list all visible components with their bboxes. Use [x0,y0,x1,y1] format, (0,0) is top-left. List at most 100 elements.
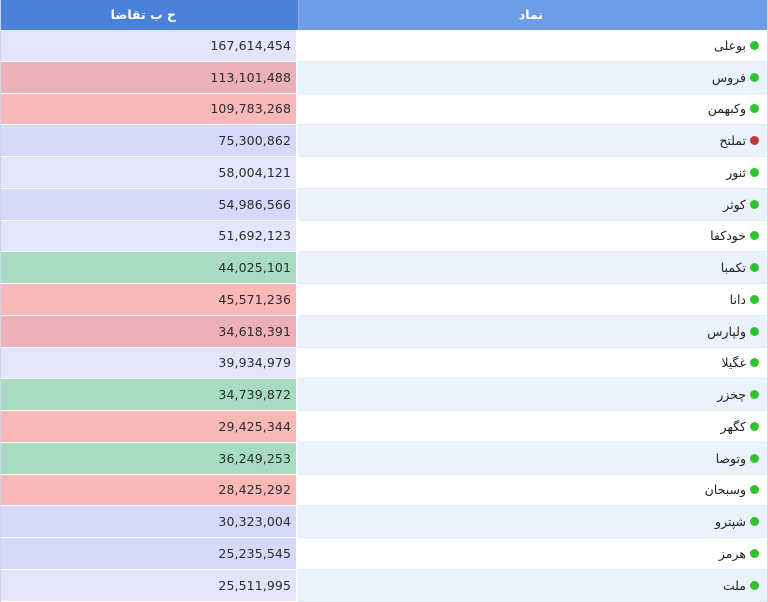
symbol-cell[interactable]: بوعلی [298,30,767,62]
bid-volume-cell: 109,783,268 [1,93,298,126]
symbol-group: وکبهمن [708,101,759,116]
symbol-name: تکمبا [720,260,746,276]
symbol-cell[interactable]: ملت [298,569,767,602]
status-dot-icon [750,263,759,273]
table-row[interactable]: 58,004,121 ثنور [1,157,767,189]
symbol-cell[interactable]: دانا [298,284,767,316]
bid-volume-cell: 113,101,488 [1,61,298,94]
bid-volume-cell: 29,425,344 [1,411,298,443]
symbol-group: کگهر [720,419,759,434]
symbol-name: غگیلا [721,355,746,371]
table-row[interactable]: 28,425,292 وسبحان [1,474,767,507]
symbol-cell[interactable]: کگهر [298,411,767,443]
symbol-cell[interactable]: هرمز [298,538,767,570]
bid-volume-cell: 54,986,566 [1,188,298,221]
symbol-group: چخزر [717,387,759,402]
symbol-group: ملت [723,578,759,593]
table-row[interactable]: 109,783,268 وکبهمن [1,93,767,126]
status-dot-icon [750,326,759,336]
table-row[interactable]: 34,618,391 ولپارس [1,315,767,348]
status-dot-icon [750,358,759,368]
symbol-cell[interactable]: وکبهمن [298,93,767,126]
bid-volume-column-header[interactable]: ح ب تقاضا [1,0,298,30]
table-row[interactable]: 29,425,344 کگهر [1,411,767,443]
symbol-cell[interactable]: تملتح [298,125,767,157]
symbol-cell[interactable]: خودکفا [298,220,767,253]
symbol-cell[interactable]: فروس [298,61,767,94]
status-dot-icon [750,485,759,495]
status-dot-icon [750,136,759,146]
symbol-name: بوعلی [714,37,746,53]
table-row[interactable]: 25,511,995 ملت [1,569,767,602]
status-dot-icon [750,580,759,590]
bid-volume-cell: 39,934,979 [1,347,298,380]
symbol-name: ملت [722,577,746,593]
bid-volume-cell: 45,571,236 [1,284,298,316]
table-row[interactable]: 54,986,566 کوثر [1,188,767,221]
symbol-group: هرمز [719,546,759,561]
status-dot-icon [750,517,759,527]
table-row[interactable]: 36,249,253 وتوصا [1,442,767,475]
symbol-cell[interactable]: کوثر [298,188,767,221]
table-row[interactable]: 51,692,123 خودکفا [1,220,767,253]
symbol-name: وسبحان [704,482,746,498]
bid-volume-cell: 36,249,253 [1,442,298,475]
bid-volume-cell: 75,300,862 [1,125,298,157]
symbol-name: فروس [711,69,746,85]
symbol-cell[interactable]: وتوصا [298,442,767,475]
symbol-group: وتوصا [716,451,759,466]
status-dot-icon [750,453,759,463]
symbol-cell[interactable]: غگیلا [298,347,767,380]
table-body: 167,614,454 بوعلی 113,101,488 فروس 109,783,2… [1,30,767,602]
symbol-name: دانا [729,291,746,307]
table-header: ح ب تقاضا نماد [1,0,767,30]
status-dot-icon [750,72,759,82]
symbol-cell[interactable]: ولپارس [298,315,767,348]
status-dot-icon [750,40,759,50]
bid-volume-cell: 30,323,004 [1,506,298,538]
symbol-group: دانا [730,292,759,307]
symbol-name: وتوصا [715,450,746,466]
symbol-group: بوعلی [714,38,759,53]
symbol-name: کگهر [720,418,746,434]
table-row[interactable]: 30,323,004 شپترو [1,506,767,538]
table-row[interactable]: 39,934,979 غگیلا [1,347,767,380]
status-dot-icon [750,104,759,114]
bid-volume-cell: 44,025,101 [1,252,298,284]
symbol-cell[interactable]: شپترو [298,506,767,538]
status-dot-icon [750,421,759,431]
bid-volume-cell: 58,004,121 [1,157,298,189]
symbol-name: تملتح [719,133,746,149]
bid-volume-cell: 51,692,123 [1,220,298,253]
symbol-group: شپترو [715,514,759,529]
bid-volume-cell: 25,511,995 [1,569,298,602]
symbol-name: ولپارس [707,323,746,339]
table-row[interactable]: 25,235,545 هرمز [1,538,767,570]
symbol-group: تملتح [719,133,759,148]
symbol-name: هرمز [718,545,746,561]
symbol-cell[interactable]: چخزر [298,379,767,411]
status-dot-icon [750,231,759,241]
symbol-group: کوثر [723,197,759,212]
symbol-name: خودکفا [710,228,746,244]
table-row[interactable]: 45,571,236 دانا [1,284,767,316]
symbol-cell[interactable]: وسبحان [298,474,767,507]
bid-volume-cell: 167,614,454 [1,30,298,62]
bid-volume-cell: 28,425,292 [1,474,298,507]
symbol-group: غگیلا [721,355,759,370]
bid-volume-cell: 34,739,872 [1,379,298,411]
symbol-group: تکمبا [721,260,759,275]
table-row[interactable]: 34,739,872 چخزر [1,379,767,411]
table-row[interactable]: 44,025,101 تکمبا [1,252,767,284]
symbol-group: ثنور [726,165,759,180]
table-row[interactable]: 113,101,488 فروس [1,61,767,94]
symbol-cell[interactable]: تکمبا [298,252,767,284]
status-dot-icon [750,167,759,177]
symbol-group: ولپارس [707,324,759,339]
status-dot-icon [750,199,759,209]
table-row[interactable]: 167,614,454 بوعلی [1,30,767,62]
table-row[interactable]: 75,300,862 تملتح [1,125,767,157]
symbol-cell[interactable]: ثنور [298,157,767,189]
symbol-column-header[interactable]: نماد [298,0,767,30]
